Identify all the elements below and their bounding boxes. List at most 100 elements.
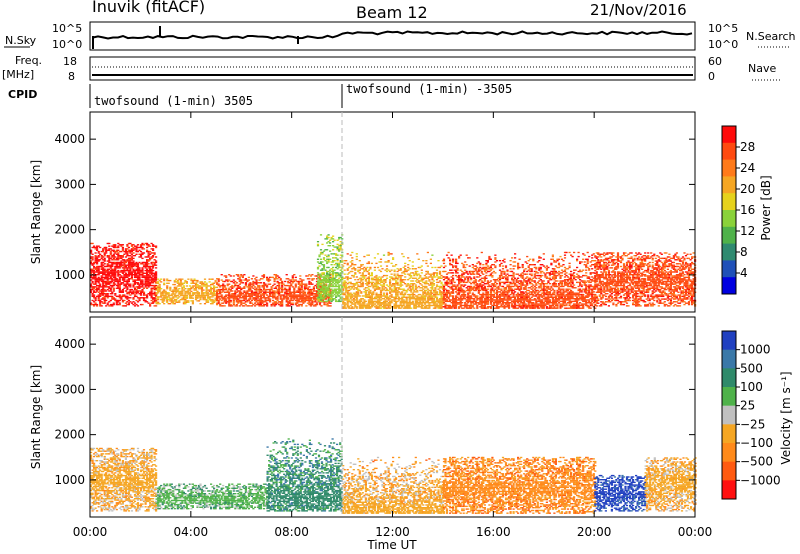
echo-cell	[404, 263, 406, 264]
echo-cell	[117, 246, 119, 247]
echo-cell	[126, 288, 128, 289]
echo-cell	[511, 271, 513, 272]
echo-cell	[317, 259, 319, 260]
echo-cell	[141, 271, 143, 272]
echo-cell	[289, 288, 291, 289]
echo-cell	[505, 275, 507, 276]
echo-cell	[181, 279, 183, 280]
echo-cell	[225, 288, 227, 289]
echo-cell	[428, 279, 430, 280]
echo-cell	[488, 256, 490, 257]
echo-cell	[439, 267, 441, 268]
echo-cell	[141, 269, 143, 270]
echo-cell	[425, 290, 427, 291]
echo-cell	[363, 278, 365, 279]
echo-cell	[366, 287, 368, 288]
echo-cell	[443, 291, 445, 292]
echo-cell	[461, 263, 463, 264]
echo-cell	[475, 301, 477, 302]
echo-cell	[95, 298, 97, 299]
echo-cell	[487, 295, 489, 296]
echo-cell	[218, 301, 220, 302]
echo-cell	[216, 294, 218, 295]
echo-cell	[460, 255, 462, 256]
echo-cell	[292, 277, 294, 278]
echo-cell	[316, 304, 318, 305]
echo-cell	[234, 293, 236, 294]
echo-cell	[131, 246, 133, 247]
echo-cell	[236, 304, 238, 305]
echo-cell	[96, 290, 98, 291]
echo-cell	[107, 293, 109, 294]
echo-cell	[204, 296, 206, 297]
echo-cell	[452, 279, 454, 280]
echo-cell	[337, 259, 339, 260]
echo-cell	[484, 276, 486, 277]
echo-cell	[169, 287, 171, 288]
echo-cell	[113, 250, 115, 251]
echo-cell	[324, 260, 326, 261]
echo-cell	[431, 289, 433, 290]
echo-cell	[415, 268, 417, 269]
echo-cell	[151, 277, 153, 278]
echo-cell	[354, 274, 356, 275]
echo-cell	[192, 298, 194, 299]
echo-cell	[406, 271, 408, 272]
echo-cell	[98, 289, 100, 290]
echo-cell	[413, 290, 415, 291]
echo-cell	[99, 254, 101, 255]
echo-cell	[443, 279, 445, 280]
echo-cell	[467, 274, 469, 275]
echo-cell	[155, 262, 157, 263]
echo-cell	[117, 270, 119, 271]
echo-cell	[461, 271, 463, 272]
echo-cell	[290, 284, 292, 285]
echo-cell	[460, 286, 462, 287]
echo-cell	[132, 293, 134, 294]
echo-cell	[437, 282, 439, 283]
echo-cell	[159, 280, 161, 281]
echo-cell	[401, 275, 403, 276]
echo-cell	[95, 255, 97, 256]
echo-cell	[239, 305, 241, 306]
echo-cell	[134, 284, 136, 285]
echo-cell	[320, 299, 322, 300]
echo-cell	[431, 278, 433, 279]
echo-cell	[143, 292, 145, 293]
echo-cell	[119, 289, 121, 290]
echo-cell	[499, 302, 501, 303]
echo-cell	[419, 294, 421, 295]
echo-cell	[245, 285, 247, 286]
echo-cell	[353, 301, 355, 302]
echo-cell	[427, 283, 429, 284]
echo-cell	[95, 275, 97, 276]
echo-cell	[460, 306, 462, 307]
echo-cell	[193, 279, 195, 280]
echo-cell	[263, 296, 265, 297]
echo-cell	[266, 303, 268, 304]
echo-cell	[348, 272, 350, 273]
echo-cell	[122, 247, 124, 248]
echo-cell	[397, 282, 399, 283]
echo-cell	[319, 304, 321, 305]
echo-cell	[195, 299, 197, 300]
echo-cell	[126, 296, 128, 297]
echo-cell	[98, 274, 100, 275]
echo-cell	[451, 308, 453, 309]
echo-cell	[166, 285, 168, 286]
echo-cell	[326, 263, 328, 264]
echo-cell	[354, 303, 356, 304]
echo-cell	[436, 298, 438, 299]
echo-cell	[261, 278, 263, 279]
echo-cell	[316, 303, 318, 304]
echo-cell	[350, 293, 352, 294]
echo-cell	[481, 298, 483, 299]
echo-cell	[138, 275, 140, 276]
echo-cell	[503, 276, 505, 277]
echo-cell	[141, 289, 143, 290]
echo-cell	[427, 291, 429, 292]
echo-cell	[305, 284, 307, 285]
echo-cell	[266, 286, 268, 287]
echo-cell	[160, 281, 162, 282]
echo-cell	[233, 275, 235, 276]
